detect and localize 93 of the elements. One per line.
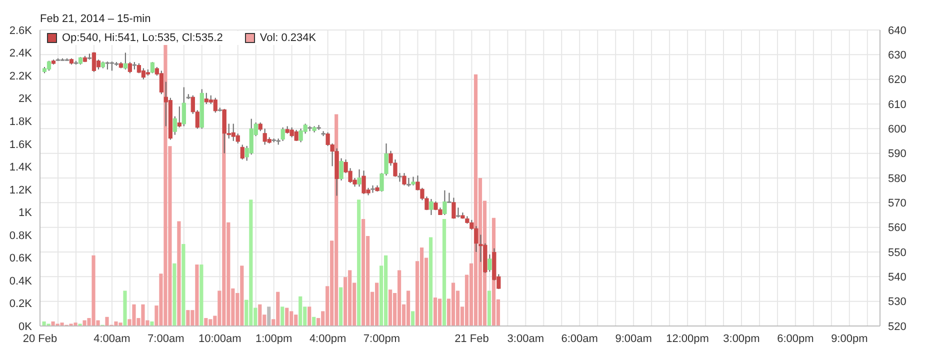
candlestick: [442, 190, 447, 216]
bar: [312, 316, 316, 326]
bar: [388, 290, 392, 326]
candlestick: [172, 116, 177, 136]
bar: [123, 290, 127, 326]
y2-tick-label: 540: [888, 272, 906, 284]
candlestick: [452, 197, 456, 220]
candlestick: [488, 254, 492, 272]
y-tick-label: 0K: [18, 320, 33, 333]
y-tick-label: 1.6K: [9, 138, 33, 151]
bar: [182, 244, 186, 326]
y2-tick-label: 590: [888, 148, 906, 160]
candlestick: [92, 52, 96, 72]
candlestick: [240, 144, 244, 160]
x-tick-label: 4:00pm: [309, 332, 346, 345]
chart-subtitle: Feb 21, 2014 – 15-min: [40, 13, 151, 25]
bar: [204, 318, 208, 326]
x-tick-label: 6:00pm: [777, 332, 814, 345]
y-tick-label: 2.4K: [9, 48, 33, 60]
candlestick: [402, 172, 406, 186]
y-tick-label: 1.2K: [9, 184, 33, 196]
x-tick-label: 12:00pm: [666, 332, 709, 345]
x-tick-label: 6:00am: [561, 332, 598, 345]
bar: [186, 310, 190, 326]
bar: [442, 218, 446, 326]
y2-tick-label: 580: [888, 172, 906, 185]
bar: [451, 282, 456, 326]
x-tick-label: 3:00am: [507, 332, 544, 345]
y2-tick-label: 560: [888, 222, 906, 234]
candlestick: [177, 106, 182, 128]
candlestick: [447, 192, 452, 204]
bar: [487, 290, 492, 326]
bar: [357, 200, 361, 326]
bar: [308, 306, 312, 326]
y2-tick-label: 570: [888, 198, 906, 210]
bar: [200, 264, 204, 326]
bar: [438, 298, 442, 326]
y-tick-label: 2.6K: [9, 24, 33, 37]
y-tick-label: 0.4K: [9, 275, 33, 288]
bar: [339, 287, 343, 326]
candlestick: [182, 86, 186, 127]
candlestick: [357, 168, 362, 188]
y-tick-label: 1K: [18, 207, 33, 220]
x-tick-label: 3:00pm: [723, 332, 760, 345]
y2-tick-label: 620: [888, 74, 906, 86]
candlestick: [456, 207, 460, 218]
bar: [362, 218, 366, 326]
y2-tick-label: 610: [888, 98, 906, 111]
bar: [474, 74, 478, 326]
candlestick: [123, 52, 128, 70]
bar: [285, 308, 289, 326]
bar: [420, 247, 424, 326]
y2-tick-label: 520: [888, 320, 906, 333]
bar: [258, 304, 262, 326]
y-tick-label: 2.2K: [9, 70, 33, 82]
x-tick-label: 9:00am: [615, 332, 652, 345]
x-tick-label: 20 Feb: [22, 332, 58, 345]
y-tick-label: 0.2K: [9, 298, 33, 310]
bar: [406, 290, 410, 326]
x-tick-label: 21 Feb: [454, 332, 489, 345]
x-tick-label: 7:00pm: [363, 332, 400, 345]
y-tick-label: 1.8K: [9, 116, 33, 128]
bar: [172, 263, 176, 326]
bar: [428, 237, 433, 326]
y2-tick-label: 640: [888, 24, 906, 37]
x-tick-label: 10:00am: [198, 332, 242, 345]
candlestick: [280, 126, 285, 142]
bar: [410, 311, 415, 326]
x-tick-label: 1:00pm: [255, 332, 292, 345]
y2-tick-label: 550: [888, 246, 906, 259]
bar: [433, 298, 438, 326]
y-tick-label: 0.8K: [9, 230, 33, 242]
y2-tick-label: 630: [888, 50, 906, 62]
bar: [177, 221, 181, 326]
y-tick-label: 1.4K: [9, 162, 33, 174]
y2-tick-label: 530: [888, 296, 906, 308]
bar: [397, 270, 402, 326]
candlestick: [213, 97, 218, 114]
candlestick: [429, 198, 434, 216]
bar: [298, 296, 302, 326]
y-tick-label: 2K: [18, 93, 33, 106]
bar: [280, 306, 284, 326]
legend-label: Vol: 0.234K: [260, 32, 316, 44]
candlestick: [339, 158, 344, 181]
bar: [150, 321, 154, 326]
x-tick-label: 4:00am: [94, 332, 130, 345]
candlestick: [159, 70, 164, 95]
x-tick-label: 7:00am: [148, 332, 184, 345]
legend-label: Op:540, Hi:541, Lo:535, Cl:535.2: [62, 32, 223, 44]
x-tick-label: 9:00pm: [831, 332, 868, 345]
candlestick: [128, 62, 132, 74]
y2-tick-label: 600: [888, 124, 906, 136]
y-tick-label: 0.6K: [9, 252, 33, 265]
